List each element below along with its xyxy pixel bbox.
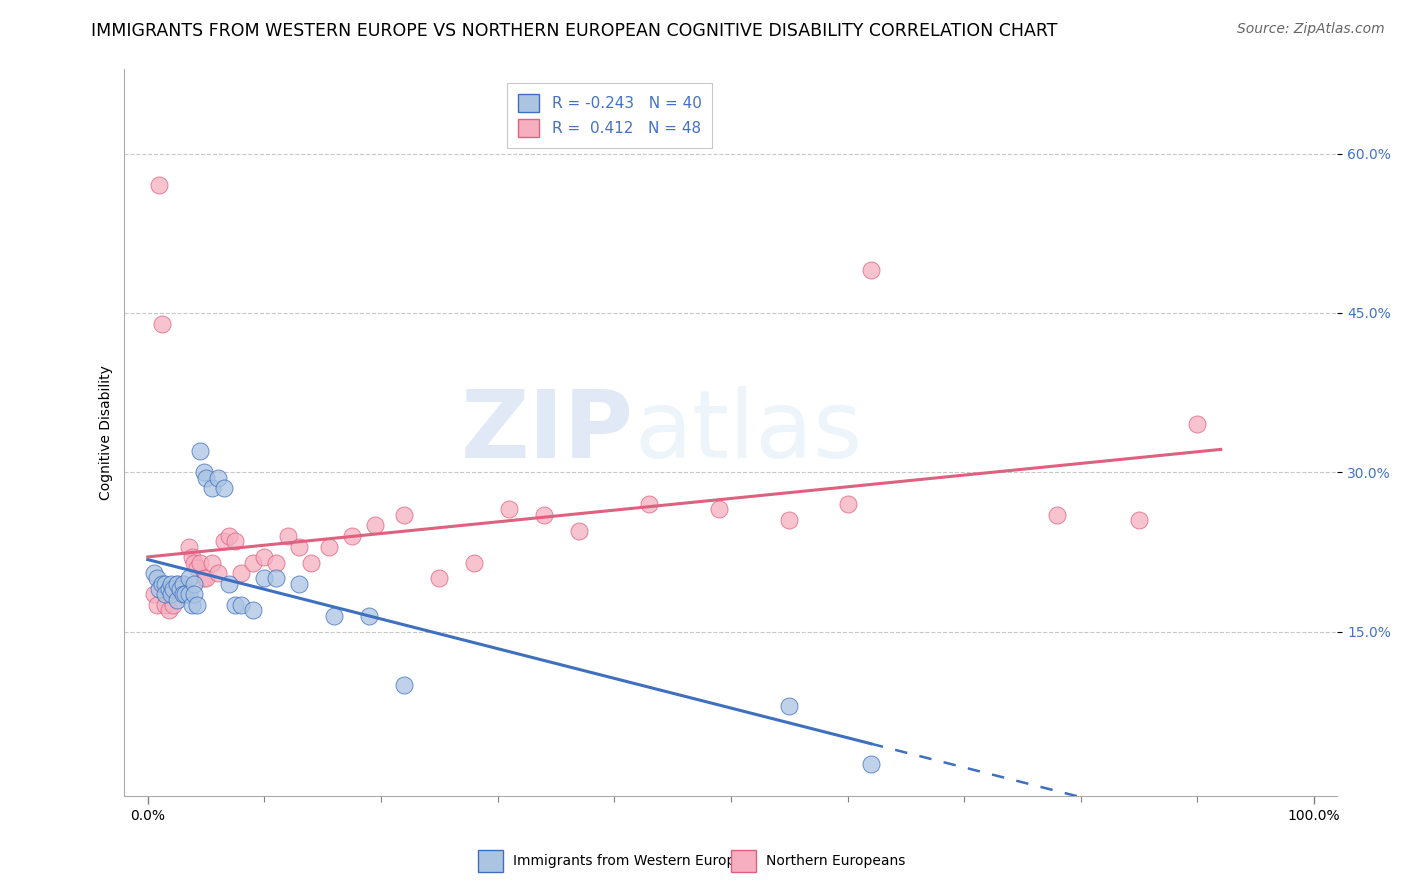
Point [188, 556, 211, 570]
Point [264, 556, 287, 570]
Point [242, 603, 264, 617]
Point [186, 561, 208, 575]
Point [193, 465, 215, 479]
Point [174, 582, 197, 596]
Point [157, 582, 180, 596]
Point [394, 508, 416, 522]
Point [394, 678, 416, 692]
Point [172, 576, 194, 591]
Point [174, 587, 197, 601]
Point [359, 608, 381, 623]
Point [1128, 513, 1150, 527]
Point [859, 263, 882, 277]
Point [224, 598, 246, 612]
Point [212, 481, 235, 495]
Point [177, 540, 200, 554]
Point [709, 502, 731, 516]
Point [207, 566, 229, 581]
Point [288, 540, 311, 554]
Point [142, 566, 165, 581]
Point [195, 572, 218, 586]
Text: Source: ZipAtlas.com: Source: ZipAtlas.com [1237, 22, 1385, 37]
Point [1187, 417, 1209, 432]
Point [253, 572, 276, 586]
Point [183, 556, 205, 570]
Point [160, 587, 183, 601]
Y-axis label: Cognitive Disability: Cognitive Disability [100, 365, 114, 500]
Point [146, 572, 169, 586]
Point [638, 497, 661, 511]
Point [859, 757, 882, 772]
Point [201, 556, 224, 570]
Point [299, 556, 322, 570]
Point [181, 550, 204, 565]
Point [364, 518, 387, 533]
Text: Immigrants from Western Europe: Immigrants from Western Europe [513, 855, 744, 868]
Point [229, 566, 252, 581]
Point [177, 587, 200, 601]
Point [288, 576, 311, 591]
Point [160, 587, 183, 601]
Point [242, 556, 264, 570]
Point [533, 508, 555, 522]
Point [498, 502, 520, 516]
Text: Northern Europeans: Northern Europeans [766, 855, 905, 868]
Point [155, 587, 177, 601]
Point [201, 481, 224, 495]
Point [150, 317, 173, 331]
Point [207, 470, 229, 484]
Point [183, 576, 205, 591]
Point [229, 598, 252, 612]
Point [195, 470, 218, 484]
Point [224, 534, 246, 549]
Point [778, 698, 800, 713]
Text: ZIP: ZIP [461, 386, 634, 478]
Point [193, 572, 215, 586]
Point [323, 608, 346, 623]
Point [264, 572, 287, 586]
Point [160, 576, 183, 591]
Point [162, 598, 184, 612]
Legend: R = -0.243   N = 40, R =  0.412   N = 48: R = -0.243 N = 40, R = 0.412 N = 48 [508, 84, 711, 148]
Point [218, 576, 240, 591]
Point [148, 582, 170, 596]
Point [340, 529, 363, 543]
Point [218, 529, 240, 543]
Point [172, 576, 194, 591]
Point [169, 582, 191, 596]
Point [188, 444, 211, 458]
Point [1046, 508, 1069, 522]
Point [181, 598, 204, 612]
Point [146, 598, 169, 612]
Point [166, 576, 188, 591]
Point [157, 603, 180, 617]
Point [162, 582, 184, 596]
Point [172, 587, 194, 601]
Point [166, 592, 188, 607]
Point [427, 572, 450, 586]
Point [463, 556, 485, 570]
Text: atlas: atlas [634, 386, 862, 478]
Point [150, 576, 173, 591]
Point [155, 598, 177, 612]
Point [837, 497, 859, 511]
Point [186, 598, 208, 612]
Point [148, 178, 170, 193]
Point [183, 587, 205, 601]
Point [277, 529, 299, 543]
Point [169, 582, 191, 596]
Point [212, 534, 235, 549]
Text: IMMIGRANTS FROM WESTERN EUROPE VS NORTHERN EUROPEAN COGNITIVE DISABILITY CORRELA: IMMIGRANTS FROM WESTERN EUROPE VS NORTHE… [91, 22, 1057, 40]
Point [142, 587, 165, 601]
Point [253, 550, 276, 565]
Point [166, 576, 188, 591]
Point [155, 576, 177, 591]
Point [778, 513, 800, 527]
Point [177, 572, 200, 586]
Point [318, 540, 340, 554]
Point [568, 524, 591, 538]
